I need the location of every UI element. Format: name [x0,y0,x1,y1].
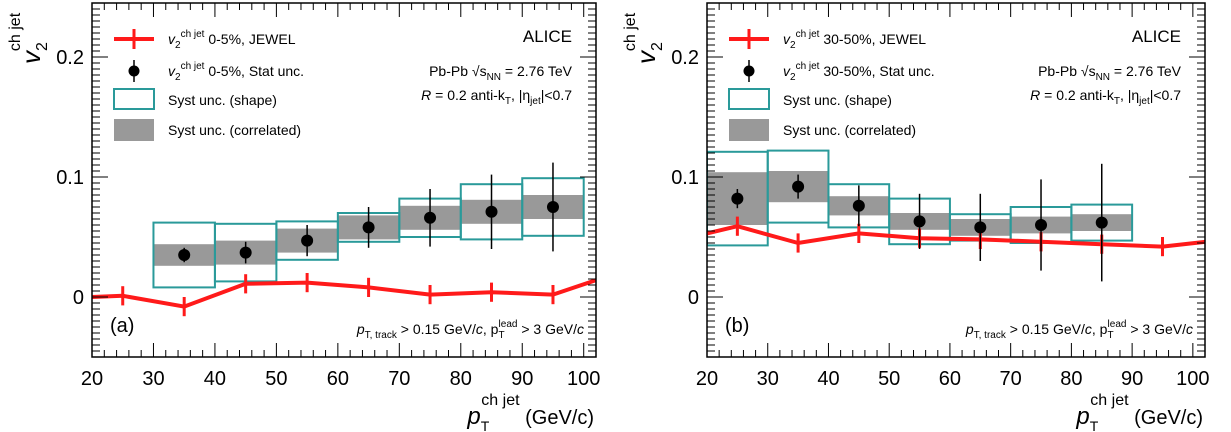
y-axis-title: v2ch jet [7,12,51,64]
panel-label: (a) [110,315,134,337]
panel-label: (b) [725,315,749,337]
x-axis-title: pTch jet (GeV/c) [466,392,594,432]
legend-stat-label: v2ch jet 30-50%, Stat unc. [783,61,935,83]
data-point [974,221,987,234]
data-point [852,199,865,212]
x-tick-label: 40 [204,368,226,390]
data-point [731,192,744,205]
legend-jewel-label: v2ch jet 30-50%, JEWEL [783,29,926,51]
legend-jewel-label: v2ch jet 0-5%, JEWEL [168,29,296,51]
x-tick-label: 90 [511,368,533,390]
legend-shape-box [728,88,770,110]
data-point [362,221,375,234]
y-tick-label: 0.1 [671,167,699,189]
x-tick-label: 100 [567,368,600,390]
data-point [485,205,498,218]
x-tick-label: 20 [696,368,718,390]
x-tick-label: 40 [817,368,839,390]
plot-area [707,149,1205,282]
x-tick-label: 30 [142,368,164,390]
data-point [424,211,437,224]
legend-correlated-box [729,119,769,141]
x-tick-label: 90 [1121,368,1143,390]
y-axis-title: v2ch jet [622,12,666,64]
y-tick-label: 0.2 [56,47,84,69]
experiment-label: ALICE [523,27,572,46]
kinematic-cuts: pT, track > 0.15 GeV/c, pTlead > 3 GeV/c [356,319,584,341]
jet-definition: R = 0.2 anti-kT, |ηjet|<0.7 [421,87,572,107]
data-point [178,249,191,261]
x-tick-label: 80 [1060,368,1082,390]
x-tick-label: 70 [1000,368,1022,390]
x-tick-label: 100 [1176,368,1209,390]
legend-stat-marker [743,65,755,77]
data-point [301,234,314,247]
legend: v2ch jet 30-50%, JEWEL v2ch jet 30-50%, S… [728,29,935,141]
x-tick-label: 20 [81,368,103,390]
axis-ticks [706,2,1206,358]
data-point [239,246,252,259]
data-point [792,180,805,193]
panel-b: 20 30 40 50 60 70 80 90 100 0 0.1 0.2 pTch jet (GeV/… [622,2,1210,432]
jewel-line [707,224,1205,249]
legend-shape-label: Syst unc. (shape) [168,92,277,108]
x-tick-label: 60 [327,368,349,390]
legend-correlated-label: Syst unc. (correlated) [168,122,301,138]
legend-stat-marker [128,65,140,77]
x-tick-label: 70 [388,368,410,390]
jet-definition: R = 0.2 anti-kT, |ηjet|<0.7 [1030,87,1181,107]
legend-correlated-label: Syst unc. (correlated) [783,122,916,138]
jewel-line [92,278,596,309]
legend-shape-label: Syst unc. (shape) [783,92,892,108]
plot-frame [91,2,597,358]
x-tick-label: 60 [939,368,961,390]
x-tick-label: 80 [450,368,472,390]
x-axis-title: pTch jet (GeV/c) [1075,392,1203,432]
plot-frame [706,2,1206,358]
panel-a: 20 30 40 50 60 70 80 90 100 0 0.1 0.2 pTch jet (GeV/… [7,2,600,432]
y-tick-label: 0 [73,287,84,309]
x-tick-label: 30 [757,368,779,390]
plot-area [92,162,596,317]
axis-ticks [91,2,597,358]
y-tick-label: 0.2 [671,47,699,69]
y-tick-label: 0.1 [56,167,84,189]
collision-info: Pb-Pb √sNN = 2.76 TeV [429,63,573,83]
legend-shape-box [113,88,155,110]
legend: v2ch jet 0-5%, JEWEL v2ch jet 0-5%, Stat … [113,29,304,141]
legend-stat-label: v2ch jet 0-5%, Stat unc. [168,61,304,83]
x-tick-label: 50 [265,368,287,390]
data-point [546,201,559,213]
legend-correlated-box [114,119,154,141]
data-point [1035,219,1048,231]
x-tick-label: 50 [878,368,900,390]
collision-info: Pb-Pb √sNN = 2.76 TeV [1038,63,1182,83]
data-point [1095,216,1108,229]
data-point [913,215,926,228]
experiment-label: ALICE [1132,27,1181,46]
kinematic-cuts: pT, track > 0.15 GeV/c, pTlead > 3 GeV/c [965,319,1193,341]
y-tick-label: 0 [688,287,699,309]
